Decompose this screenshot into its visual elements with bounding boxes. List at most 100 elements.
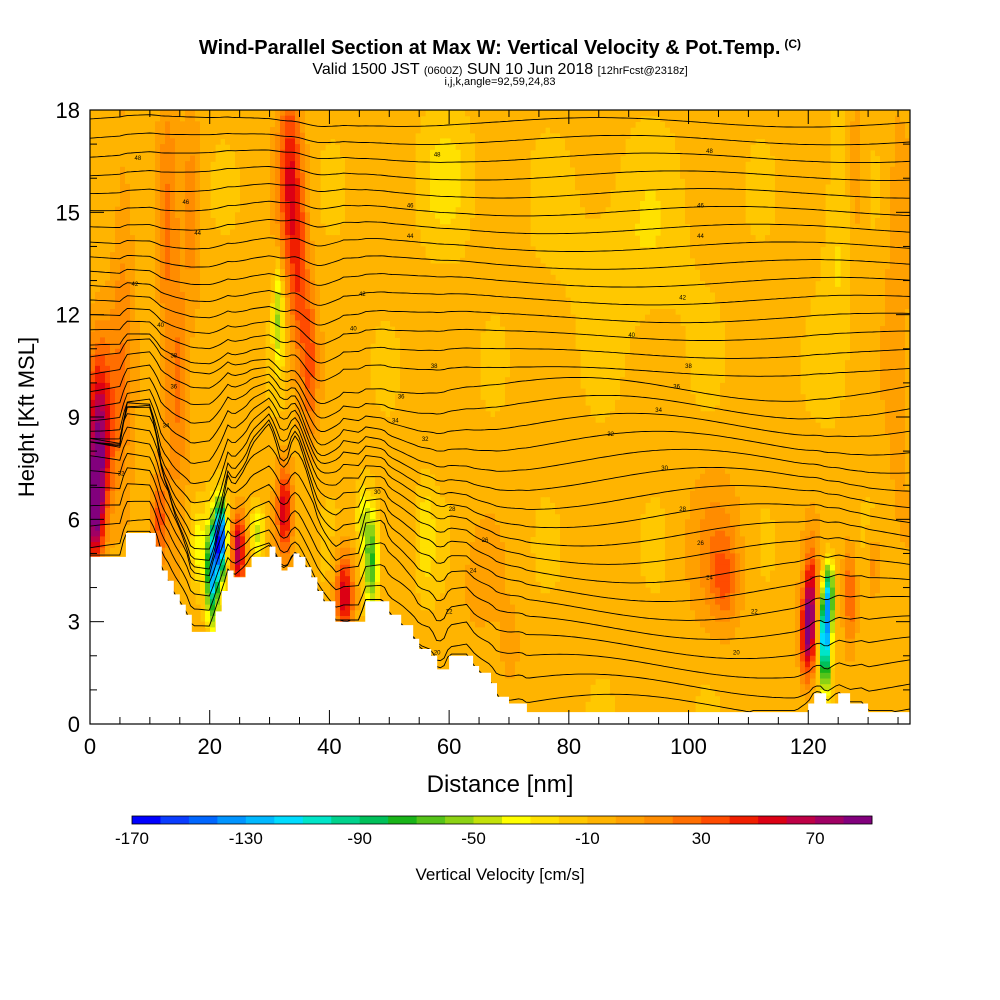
field-cell — [120, 218, 126, 225]
field-cell — [305, 525, 311, 532]
field-cell — [190, 547, 196, 555]
field-cell — [180, 445, 186, 452]
field-cell — [205, 274, 211, 282]
field-cell — [125, 195, 131, 202]
field-cell — [135, 178, 141, 185]
field-cell — [205, 189, 211, 196]
field-cell — [265, 411, 271, 418]
field-cell — [275, 200, 281, 208]
field-cell — [260, 252, 266, 259]
field-cell — [185, 530, 191, 537]
field-cell — [95, 343, 101, 350]
field-cell — [140, 473, 146, 481]
field-cell — [175, 314, 181, 321]
field-cell — [215, 331, 221, 339]
field-cell — [285, 536, 291, 543]
field-cell — [180, 240, 186, 248]
field-cell — [225, 525, 231, 532]
field-cell — [95, 269, 101, 276]
field-cell — [195, 303, 201, 310]
field-cell — [325, 257, 331, 265]
field-cell — [180, 138, 186, 145]
field-cell — [160, 343, 166, 350]
field-cell — [335, 428, 341, 435]
field-cell — [105, 388, 111, 395]
field-cell — [285, 417, 291, 424]
field-cell — [180, 405, 186, 412]
field-cell — [240, 348, 246, 356]
field-cell — [205, 257, 211, 265]
field-cell — [140, 161, 146, 168]
field-cell — [275, 451, 281, 458]
field-cell — [175, 127, 181, 134]
field-cell — [180, 246, 186, 253]
field-cell — [305, 365, 311, 373]
field-cell — [295, 542, 301, 549]
field-cell — [230, 451, 236, 458]
field-cell — [185, 269, 191, 276]
field-cell — [330, 468, 336, 475]
field-cell — [165, 229, 171, 236]
field-cell — [215, 559, 221, 566]
field-cell — [210, 155, 216, 162]
field-cell — [150, 178, 156, 185]
field-cell — [95, 144, 101, 151]
field-cell — [255, 479, 261, 486]
field-cell — [260, 218, 266, 225]
field-cell — [210, 411, 216, 418]
field-cell — [190, 598, 196, 606]
field-cell — [290, 394, 296, 401]
field-cell — [305, 263, 311, 270]
field-cell — [100, 218, 106, 225]
field-cell — [245, 428, 251, 435]
field-cell — [270, 110, 276, 117]
field-cell — [230, 115, 236, 122]
field-cell — [110, 428, 116, 435]
field-cell — [265, 144, 271, 151]
field-cell — [245, 519, 251, 526]
field-cell — [250, 303, 256, 310]
field-cell — [110, 291, 116, 299]
field-cell — [240, 473, 246, 481]
field-cell — [110, 536, 116, 543]
field-cell — [235, 496, 241, 503]
field-cell — [165, 490, 171, 498]
field-cell — [155, 411, 161, 418]
field-cell — [300, 525, 306, 532]
field-cell — [285, 303, 291, 310]
field-cell — [190, 274, 196, 282]
field-cell — [165, 564, 171, 572]
field-cell — [225, 530, 231, 537]
field-cell — [230, 530, 236, 537]
field-cell — [130, 507, 136, 515]
field-cell — [270, 525, 276, 532]
field-cell — [295, 399, 301, 407]
field-cell — [225, 377, 231, 384]
field-cell — [285, 229, 291, 236]
field-cell — [115, 235, 121, 242]
field-cell — [270, 178, 276, 185]
field-cell — [235, 274, 241, 282]
field-cell — [115, 308, 121, 316]
field-cell — [180, 308, 186, 316]
field-cell — [155, 269, 161, 276]
field-cell — [275, 161, 281, 168]
field-cell — [290, 257, 296, 265]
field-cell — [160, 166, 166, 174]
field-cell — [160, 297, 166, 304]
field-cell — [295, 343, 301, 350]
field-cell — [235, 564, 241, 572]
field-cell — [235, 263, 241, 270]
field-cell — [295, 462, 301, 469]
field-cell — [305, 502, 311, 509]
field-cell — [255, 189, 261, 196]
field-cell — [215, 132, 221, 140]
field-cell — [275, 343, 281, 350]
field-cell — [310, 354, 316, 361]
field-cell — [130, 320, 136, 327]
field-cell — [190, 178, 196, 185]
field-cell — [290, 451, 296, 458]
field-cell — [175, 297, 181, 304]
field-cell — [305, 422, 311, 429]
field-cell — [205, 536, 211, 543]
